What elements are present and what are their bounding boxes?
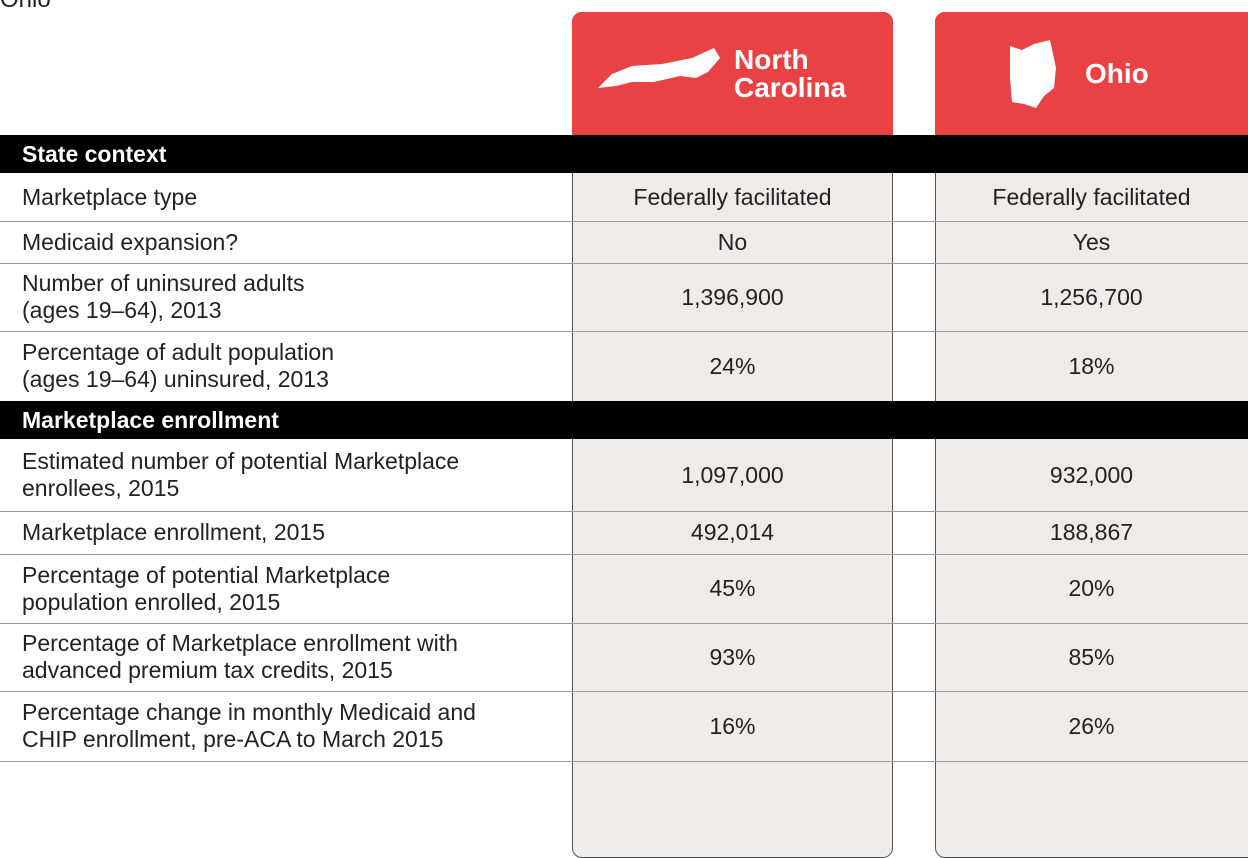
cell: 24% [709, 352, 756, 379]
cell: 26% [1068, 712, 1115, 739]
label-line: Estimated number of potential Marketplac… [22, 448, 460, 474]
row-label: Estimated number of potential Marketplac… [0, 439, 572, 511]
column-title: Ohio [1085, 57, 1149, 89]
row-label: Percentage of potential Marketplace popul… [0, 554, 572, 623]
label-line: Percentage of Marketplace enrollment wit… [22, 630, 458, 656]
label-line: Percentage change in monthly Medicaid an… [22, 699, 476, 725]
cell: 20% [1068, 575, 1115, 601]
row-separator [0, 331, 1248, 332]
cell: No [717, 228, 748, 255]
label-line: Percentage of adult population [22, 339, 335, 365]
label-line: (ages 19–64), 2013 [22, 297, 222, 323]
row-separator [0, 691, 1248, 692]
column-header: Ohio [935, 12, 1248, 135]
row-label: Percentage of Marketplace enrollment wit… [0, 623, 572, 691]
column-title: North Carolina [734, 43, 847, 103]
row-separator [0, 511, 1248, 512]
row-label: Medicaid expansion? [0, 221, 572, 263]
state-shape [598, 48, 720, 88]
row-separator [0, 761, 1248, 762]
section-header: State context [0, 135, 1248, 173]
label-line: Number of uninsured adults [22, 270, 305, 296]
row-separator [0, 554, 1248, 555]
label-line: advanced premium tax credits, 2015 [22, 657, 393, 683]
row-label: Number of uninsured adults (ages 19–64), … [0, 263, 572, 331]
section-header: Marketplace enrollment [0, 401, 1248, 439]
row-separator [0, 221, 1248, 222]
cell: 18% [1068, 352, 1115, 379]
row-label: Marketplace enrollment, 2015 [0, 511, 572, 554]
row-separator [0, 263, 1248, 264]
label-line: population enrolled, 2015 [22, 588, 281, 615]
row-label: Percentage change in monthly Medicaid an… [0, 691, 572, 761]
label-line: Marketplace enrollment, 2015 [22, 519, 325, 545]
state-icon [598, 48, 720, 88]
cell: 1,396,900 [681, 283, 784, 310]
cell: 188,867 [1049, 519, 1134, 545]
cell: 492,014 [690, 519, 775, 545]
row-separator [0, 623, 1248, 624]
row-label: Percentage of adult population (ages 19–6… [0, 331, 572, 401]
cell: 1,097,000 [681, 461, 784, 488]
label-line: Medicaid expansion? [22, 228, 239, 255]
cell: Federally facilitated [633, 183, 832, 210]
label-line: Marketplace type [22, 183, 198, 210]
label-line: Percentage of potential Marketplace [22, 561, 391, 588]
cell: 45% [709, 575, 756, 601]
state-icon [1010, 40, 1056, 108]
cell: 85% [1068, 643, 1115, 670]
cell: 1,256,700 [1040, 283, 1143, 310]
row-label: Marketplace type [0, 173, 572, 221]
cell: 16% [709, 712, 756, 739]
caption: Ohio [0, 0, 51, 14]
cell: 932,000 [1049, 461, 1134, 488]
label-line: enrollees, 2015 [22, 475, 180, 501]
label-line: CHIP enrollment, pre-ACA to March 2015 [22, 726, 444, 752]
state-shape [1010, 40, 1056, 108]
cell: Yes [1072, 228, 1111, 255]
cell: Federally facilitated [992, 183, 1191, 210]
cell: 93% [709, 643, 756, 670]
label-line: (ages 19–64) uninsured, 2013 [22, 366, 329, 392]
